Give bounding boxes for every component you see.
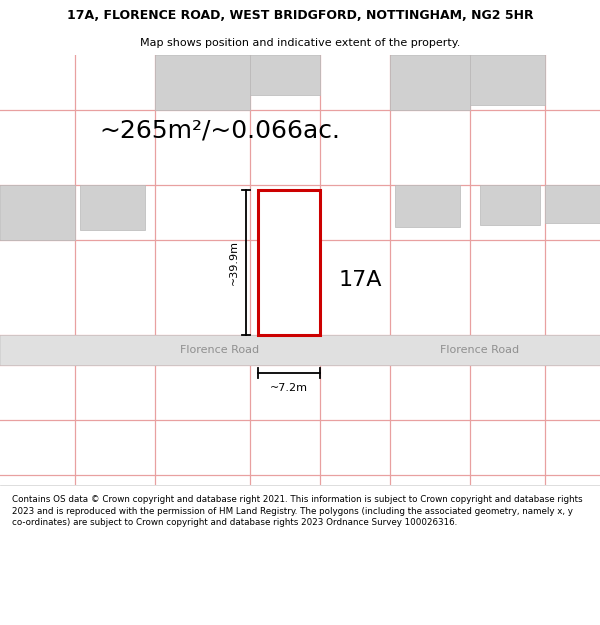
- Text: Florence Road: Florence Road: [181, 345, 260, 355]
- Text: ~39.9m: ~39.9m: [229, 240, 239, 285]
- Text: ~7.2m: ~7.2m: [270, 383, 308, 393]
- Bar: [545, 185, 600, 223]
- Bar: [155, 55, 250, 110]
- Text: 17A, FLORENCE ROAD, WEST BRIDGFORD, NOTTINGHAM, NG2 5HR: 17A, FLORENCE ROAD, WEST BRIDGFORD, NOTT…: [67, 9, 533, 22]
- Text: Contains OS data © Crown copyright and database right 2021. This information is : Contains OS data © Crown copyright and d…: [12, 495, 583, 528]
- Bar: [470, 55, 545, 105]
- Bar: [390, 55, 470, 110]
- Text: 17A: 17A: [338, 270, 382, 290]
- Text: Map shows position and indicative extent of the property.: Map shows position and indicative extent…: [140, 38, 460, 48]
- Bar: [0, 185, 75, 240]
- Bar: [0, 335, 600, 365]
- Bar: [80, 185, 145, 230]
- Bar: [250, 55, 320, 95]
- Text: Florence Road: Florence Road: [440, 345, 520, 355]
- Text: ~265m²/~0.066ac.: ~265m²/~0.066ac.: [100, 118, 341, 142]
- Bar: [258, 190, 320, 335]
- Bar: [480, 185, 540, 225]
- Bar: [395, 185, 460, 227]
